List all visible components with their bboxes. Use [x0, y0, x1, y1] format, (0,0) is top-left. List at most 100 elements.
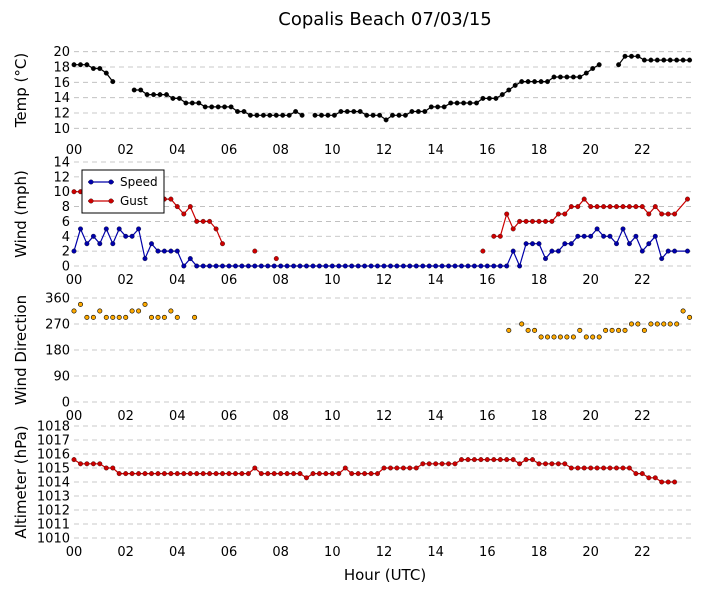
temp-point [209, 104, 215, 110]
altimeter-point [71, 457, 77, 463]
speed-point [672, 248, 678, 254]
x-tick-label: 06 [221, 545, 238, 560]
speed-point [639, 248, 645, 254]
wind-direction-point [544, 334, 550, 340]
x-tick-label: 10 [324, 545, 341, 560]
x-tick-label: 04 [169, 143, 186, 158]
speed-point [381, 263, 387, 269]
wind-direction-point [90, 314, 96, 320]
altimeter-point [491, 457, 497, 463]
altimeter-point [530, 457, 535, 463]
altimeter-point [652, 475, 658, 481]
wind-direction-point [609, 327, 615, 333]
speed-point [233, 263, 238, 269]
temp-point [90, 66, 96, 71]
temp-point [474, 100, 479, 106]
gust-point [510, 226, 516, 232]
temp-point [486, 95, 492, 101]
temp-point [409, 109, 415, 114]
speed-point [239, 263, 245, 269]
altimeter-point [562, 461, 568, 467]
speed-point [291, 263, 297, 269]
speed-point [194, 263, 200, 269]
x-tick-label: 00 [66, 409, 83, 424]
x-tick-label: 02 [117, 143, 134, 158]
temp-point [235, 109, 240, 114]
gust-point [491, 233, 497, 239]
temp-point [331, 112, 337, 118]
wind-direction-point [583, 334, 589, 340]
altimeter-point [297, 471, 303, 477]
wind-direction-point [532, 327, 538, 333]
temp-point [286, 112, 292, 118]
altimeter-point [329, 471, 335, 477]
x-tick-label: 16 [479, 409, 496, 424]
speed-point [90, 233, 96, 239]
speed-point [149, 241, 154, 247]
temp-point [71, 62, 77, 68]
altimeter-point [355, 471, 361, 477]
speed-point [129, 233, 135, 239]
temp-point [454, 100, 460, 106]
temp-point [222, 104, 228, 110]
temp-point [351, 109, 357, 114]
temp-point [538, 79, 544, 85]
altimeter-point [426, 461, 432, 467]
gust-point [252, 248, 258, 254]
speed-point [187, 256, 193, 262]
x-tick-label: 06 [221, 409, 238, 424]
speed-point [471, 263, 477, 269]
temp-point [512, 82, 518, 88]
speed-point [84, 241, 90, 247]
wind-direction-point [590, 334, 596, 340]
speed-point [174, 248, 180, 254]
x-tick-label: 02 [117, 545, 134, 560]
speed-point [394, 263, 400, 269]
altimeter-point [110, 465, 116, 471]
speed-point [142, 256, 148, 262]
y-tick-label: 14 [53, 91, 70, 106]
gust-point [633, 204, 639, 210]
speed-point [517, 263, 523, 269]
temp-point [661, 57, 667, 63]
speed-point [478, 263, 484, 269]
speed-point [245, 263, 251, 269]
speed-point [136, 226, 142, 232]
altimeter-point [607, 465, 613, 471]
gust-point [504, 211, 510, 217]
speed-point [459, 263, 464, 269]
speed-point [97, 241, 103, 247]
altimeter-point [394, 465, 400, 471]
speed-point [504, 263, 510, 269]
temp-point [344, 109, 350, 114]
altimeter-point [207, 471, 213, 477]
altimeter-point [381, 465, 387, 471]
x-tick-label: 08 [272, 273, 289, 288]
y-tick-label: 1018 [37, 420, 70, 435]
speed-point [342, 263, 348, 269]
wind-direction-point [667, 321, 673, 327]
temp-point [390, 112, 395, 118]
altimeter-point [181, 471, 187, 477]
x-tick-label: 00 [66, 273, 83, 288]
gust-point [181, 211, 187, 217]
gust-point [523, 218, 529, 224]
altimeter-point [258, 471, 264, 477]
temp-point [583, 70, 589, 76]
x-tick-label: 22 [634, 273, 651, 288]
altimeter-point [375, 471, 380, 477]
x-tick-label: 16 [479, 143, 496, 158]
altimeter-point [665, 479, 671, 485]
altimeter-point [620, 465, 626, 471]
y-tick-label: 2 [62, 245, 70, 260]
speed-point [588, 233, 594, 239]
speed-point [336, 263, 342, 269]
temp-point [532, 79, 538, 85]
temp-point [648, 57, 654, 63]
speed-point [329, 263, 335, 269]
temp-point [422, 109, 428, 114]
x-tick-label: 10 [324, 273, 341, 288]
wind-direction-point [641, 327, 647, 333]
temp-point [267, 112, 273, 118]
